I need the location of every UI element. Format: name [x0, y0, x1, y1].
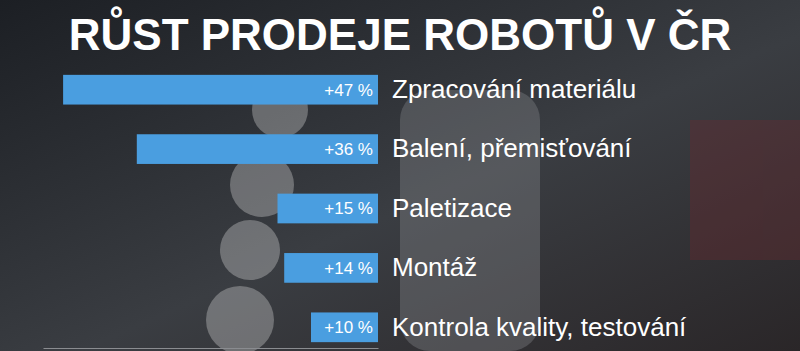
data-label: +36 % — [324, 140, 373, 159]
y-tick: Paletizace — [378, 193, 512, 223]
y-tick: Zpracování materiálu — [378, 74, 636, 104]
y-tick: Montáž — [378, 252, 477, 282]
bar — [311, 312, 378, 342]
y-axis: Zpracování materiálu Balení, přemisťování… — [378, 74, 687, 342]
bars — [63, 75, 378, 342]
category-label: Montáž — [392, 252, 477, 282]
x-axis-line — [44, 348, 379, 349]
background — [0, 0, 800, 351]
bar — [284, 253, 378, 283]
chart: RŮST PRODEJE ROBOTŮ V ČR+47 %+36 %+15 %+… — [0, 0, 800, 351]
bar — [63, 75, 378, 105]
category-label: Zpracování materiálu — [392, 74, 636, 104]
data-label: +10 % — [324, 318, 373, 337]
data-label: +15 % — [324, 199, 373, 218]
bar — [278, 194, 379, 224]
category-label: Paletizace — [392, 193, 512, 223]
background-shape — [690, 120, 800, 260]
data-label: +47 % — [324, 81, 373, 100]
background-robot — [206, 82, 800, 351]
category-label: Kontrola kvality, testování — [392, 312, 687, 342]
category-label: Balení, přemisťování — [392, 133, 632, 163]
x-axis — [44, 348, 379, 349]
background-shape — [220, 220, 280, 280]
data-label: +14 % — [324, 259, 373, 278]
background-shape — [206, 286, 274, 351]
y-tick: Balení, přemisťování — [378, 133, 632, 163]
data-labels: +47 % +36 % +15 % +14 % +10 % — [324, 81, 373, 338]
y-tick: Kontrola kvality, testování — [378, 312, 687, 342]
bar — [137, 134, 378, 164]
title: RŮST PRODEJE ROBOTŮ V ČR — [69, 6, 732, 59]
